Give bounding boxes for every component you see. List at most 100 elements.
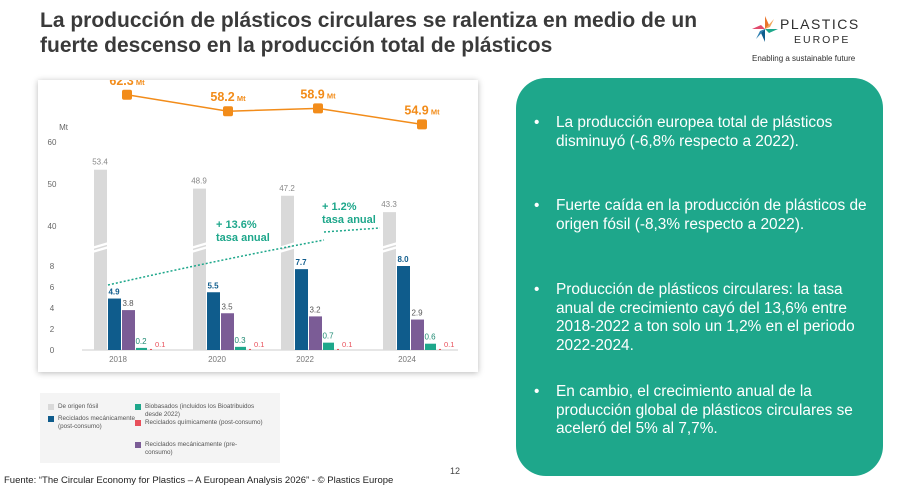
- y-tick-label: 50: [48, 180, 57, 189]
- legend-swatch-chem-post: [135, 420, 141, 426]
- bar-mech-post-2022: [295, 269, 308, 350]
- data-label-chem-post-2018: 0.1: [155, 340, 165, 349]
- annotation-2-line2: tasa anual: [322, 214, 376, 226]
- finding-text-3: Producción de plásticos circulares: la t…: [556, 281, 855, 354]
- finding-text-4: En cambio, el crecimiento anual de la pr…: [556, 383, 853, 437]
- logo-tagline: Enabling a sustainable future: [752, 54, 856, 63]
- x-tick-label-2024: 2024: [398, 355, 416, 364]
- data-label-mech-pre-2022: 3.2: [309, 305, 321, 314]
- y-tick-label: 2: [50, 325, 55, 334]
- total-point-2018: [122, 89, 132, 100]
- data-label-mech-pre-2020: 3.5: [221, 302, 233, 311]
- total-point-2020: [223, 106, 233, 117]
- bar-biobased-2024: [425, 343, 436, 350]
- total-label-2022: 58.9 Mt: [300, 87, 336, 101]
- y-tick-label: 40: [48, 222, 57, 231]
- logo-star-icon: [752, 16, 778, 42]
- x-tick-label-2020: 2020: [208, 355, 226, 364]
- annotation-2-line1: + 1.2%: [322, 201, 357, 213]
- data-label-fossil-2024: 43.3: [381, 200, 397, 209]
- trend-line-2018-2022: [107, 239, 325, 286]
- data-label-mech-post-2018: 4.9: [108, 288, 120, 297]
- source-note: Fuente: “The Circular Economy for Plasti…: [4, 475, 394, 486]
- trend-line-2022-2024: [323, 227, 381, 233]
- data-label-chem-post-2020: 0.1: [254, 340, 264, 349]
- total-label-2018: 62.3 Mt: [109, 80, 145, 88]
- finding-item-4: • En cambio, el crecimiento anual de la p…: [534, 383, 874, 439]
- data-label-mech-post-2020: 5.5: [207, 281, 219, 290]
- data-label-mech-post-2024: 8.0: [397, 255, 409, 264]
- finding-text-2: Fuerte caída en la producción de plástic…: [556, 197, 867, 233]
- bullet-icon: •: [534, 114, 540, 131]
- logo-word-europe: EUROPE: [794, 34, 851, 46]
- bar-fossil-2018: [94, 169, 107, 350]
- y-tick-label: 6: [50, 283, 55, 292]
- finding-item-3: • Producción de plásticos circulares: la …: [534, 281, 874, 355]
- bullet-icon: •: [534, 197, 540, 214]
- key-findings-panel: • La producción europea total de plástico…: [516, 78, 883, 476]
- data-label-mech-pre-2024: 2.9: [411, 309, 423, 318]
- legend-swatch-fossil: [48, 404, 54, 410]
- bar-fossil-2022: [281, 195, 294, 350]
- slide-title: La producción de plásticos circulares se…: [40, 9, 698, 57]
- bar-mech-pre-2018: [122, 310, 135, 350]
- data-label-fossil-2018: 53.4: [92, 158, 108, 167]
- bar-biobased-2020: [235, 346, 246, 350]
- bar-break-mark: [380, 241, 399, 254]
- bar-break-mark: [190, 241, 209, 254]
- bar-mech-post-2018: [108, 298, 121, 350]
- bar-break-mark: [91, 241, 110, 254]
- bar-break-mark: [278, 241, 297, 254]
- bar-fossil-2024: [383, 212, 396, 350]
- logo-word-plastics: PLASTICS: [780, 16, 860, 32]
- bar-mech-post-2024: [397, 266, 410, 350]
- bar-mech-pre-2024: [411, 319, 424, 350]
- legend-item-mech-pre: Reciclados mecánicamente (pre-consumo): [135, 441, 255, 456]
- bar-chem-post-2024: [439, 348, 441, 350]
- annotation-1-line1: + 13.6%: [216, 219, 257, 231]
- page-number: 12: [450, 466, 461, 476]
- bar-biobased-2018: [136, 347, 147, 350]
- axis-break-mark: [45, 238, 59, 251]
- data-label-chem-post-2022: 0.1: [342, 340, 352, 349]
- bar-chem-post-2022: [337, 348, 339, 350]
- y-tick-label: 4: [50, 304, 55, 313]
- chart-legend: De origen fósil Reciclados mecánicamente…: [40, 393, 280, 463]
- total-label-2024: 54.9 Mt: [404, 103, 440, 117]
- annotation-1-line2: tasa anual: [216, 232, 270, 244]
- legend-item-fossil: De origen fósil: [48, 403, 148, 411]
- legend-label-fossil: De origen fósil: [58, 403, 99, 410]
- x-tick-label-2018: 2018: [109, 355, 127, 364]
- legend-label-mech-pre: Reciclados mecánicamente (pre-consumo): [145, 441, 238, 456]
- legend-swatch-mech-post: [48, 416, 54, 422]
- total-production-line: [126, 94, 423, 126]
- legend-label-mech-post: Reciclados mecánicamente (post-consumo): [58, 415, 135, 430]
- data-label-mech-post-2022: 7.7: [295, 258, 307, 267]
- bar-mech-pre-2022: [309, 316, 322, 350]
- legend-item-chem-post: Reciclados químicamente (post-consumo): [135, 419, 265, 427]
- finding-item-2: • Fuerte caída en la producción de plásti…: [534, 197, 874, 234]
- legend-swatch-mech-pre: [135, 442, 141, 448]
- bar-mech-pre-2020: [221, 313, 234, 350]
- x-tick-label-2022: 2022: [296, 355, 314, 364]
- data-label-mech-pre-2018: 3.8: [122, 299, 134, 308]
- y-axis-title: Mt: [59, 123, 69, 132]
- legend-label-chem-post: Reciclados químicamente (post-consumo): [145, 419, 263, 426]
- data-label-fossil-2020: 48.9: [191, 177, 207, 186]
- data-label-biobased-2018: 0.2: [135, 337, 147, 346]
- finding-item-1: • La producción europea total de plástico…: [534, 114, 874, 151]
- legend-item-biobased: Biobasados (incluidos los Bioatribuidos …: [135, 403, 265, 418]
- y-tick-label: 0: [50, 346, 55, 355]
- data-label-biobased-2024: 0.6: [424, 333, 436, 342]
- finding-text-1: La producción europea total de plásticos…: [556, 114, 833, 150]
- bar-chem-post-2020: [249, 348, 251, 350]
- bullet-icon: •: [534, 383, 540, 400]
- bar-biobased-2022: [323, 342, 334, 350]
- chart-card: Mt 0 2 4 6 8 40 50 60 53.4 4.9 3.8 0.2 0.1 2018 48.9 5.5…: [38, 80, 478, 372]
- data-label-biobased-2020: 0.3: [234, 336, 246, 345]
- bar-mech-post-2020: [207, 292, 220, 350]
- plastics-europe-logo: PLASTICS EUROPE Enabling a sustainable f…: [748, 12, 888, 67]
- legend-item-mech-post: Reciclados mecánicamente (post-consumo): [48, 415, 140, 430]
- total-point-2024: [417, 119, 427, 130]
- data-label-biobased-2022: 0.7: [322, 332, 334, 341]
